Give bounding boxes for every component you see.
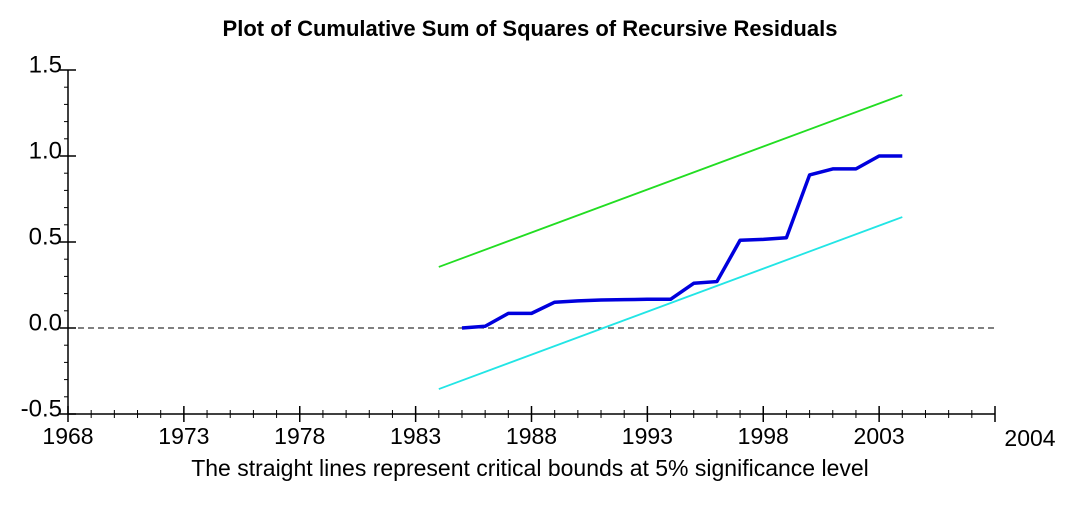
x-tick-label: 1993 [622,423,673,449]
y-tick-label: 1.5 [29,51,62,78]
y-tick-label: -0.5 [21,395,62,422]
x-tick-label: 1998 [738,423,789,449]
y-tick-label: 0.0 [29,309,62,336]
chart-title: Plot of Cumulative Sum of Squares of Rec… [223,16,838,41]
x-tick-label: 1983 [390,423,441,449]
x-tick-label: 1968 [42,423,93,449]
series-line [438,216,903,390]
series-line [461,154,903,330]
x-tick-label: 1973 [158,423,209,449]
footnote: The straight lines represent critical bo… [191,455,869,481]
x-end-label: 2004 [1004,425,1055,451]
series-line [438,94,903,268]
x-tick-label: 1988 [506,423,557,449]
x-tick-label: 2003 [854,423,905,449]
x-tick-label: 1978 [274,423,325,449]
y-tick-label: 0.5 [29,223,62,250]
y-tick-label: 1.0 [29,137,62,164]
